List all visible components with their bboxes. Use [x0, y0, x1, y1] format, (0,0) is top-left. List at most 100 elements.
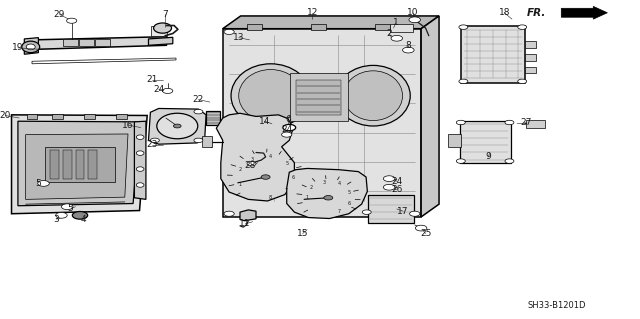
Circle shape	[283, 124, 296, 131]
Circle shape	[261, 175, 270, 179]
Text: 23: 23	[146, 140, 157, 149]
Text: 7: 7	[285, 188, 288, 193]
Text: SH33-B1201D: SH33-B1201D	[527, 301, 586, 310]
Circle shape	[518, 25, 527, 29]
Bar	[390, 24, 413, 32]
Text: 21: 21	[146, 75, 157, 84]
Text: 4: 4	[81, 215, 86, 224]
Text: 3: 3	[323, 180, 326, 185]
Circle shape	[67, 18, 77, 23]
Text: 6: 6	[285, 115, 291, 124]
Circle shape	[61, 204, 73, 210]
Bar	[296, 80, 341, 115]
Bar	[206, 111, 220, 125]
Text: 24: 24	[281, 125, 292, 134]
Bar	[247, 24, 262, 30]
Text: 2: 2	[310, 185, 313, 190]
Text: 6: 6	[348, 201, 350, 206]
Text: FR.: FR.	[527, 8, 547, 18]
Circle shape	[247, 161, 256, 166]
Bar	[368, 195, 414, 223]
Text: 5: 5	[285, 161, 288, 166]
Ellipse shape	[336, 65, 410, 126]
Polygon shape	[26, 134, 128, 199]
Circle shape	[362, 210, 371, 214]
Polygon shape	[148, 108, 206, 144]
Polygon shape	[223, 16, 439, 29]
Text: 28: 28	[244, 161, 255, 170]
Circle shape	[173, 124, 181, 128]
Text: 3: 3	[250, 157, 253, 162]
Circle shape	[150, 138, 159, 143]
Text: 5: 5	[35, 179, 40, 188]
Circle shape	[456, 120, 465, 125]
Polygon shape	[12, 115, 147, 214]
Text: 5: 5	[348, 190, 350, 195]
Text: 6: 6	[292, 174, 294, 180]
Bar	[151, 26, 167, 36]
Text: 12: 12	[307, 8, 318, 17]
Bar	[525, 41, 536, 48]
Bar	[50, 150, 59, 179]
Ellipse shape	[157, 113, 198, 139]
Bar	[290, 73, 348, 121]
Text: 3: 3	[54, 215, 59, 224]
Circle shape	[324, 196, 333, 200]
Bar	[202, 136, 212, 147]
Ellipse shape	[22, 41, 40, 53]
Text: 27: 27	[520, 118, 532, 127]
Bar	[95, 39, 110, 46]
Circle shape	[505, 120, 514, 125]
Circle shape	[459, 79, 468, 84]
Text: 1: 1	[238, 182, 241, 187]
Bar	[525, 67, 536, 73]
Circle shape	[72, 211, 88, 219]
Circle shape	[505, 159, 514, 163]
Bar	[461, 26, 525, 83]
Circle shape	[224, 211, 234, 216]
Text: 15: 15	[297, 229, 308, 238]
Text: 1: 1	[305, 195, 308, 200]
Bar	[45, 147, 115, 182]
Text: 13: 13	[233, 33, 244, 42]
Text: 19: 19	[12, 43, 24, 52]
Polygon shape	[421, 16, 439, 217]
Polygon shape	[18, 121, 140, 206]
Circle shape	[403, 47, 414, 53]
Polygon shape	[24, 38, 38, 54]
Text: 24: 24	[153, 85, 164, 94]
Text: 20: 20	[0, 111, 11, 120]
Text: 14: 14	[259, 117, 270, 126]
Circle shape	[194, 109, 203, 114]
Text: 4: 4	[269, 154, 272, 159]
Circle shape	[224, 29, 234, 34]
Bar	[311, 24, 326, 30]
Ellipse shape	[136, 167, 144, 171]
Text: 4: 4	[338, 182, 340, 187]
Text: 8: 8	[269, 195, 272, 200]
Ellipse shape	[136, 151, 144, 155]
Bar	[63, 150, 72, 179]
Circle shape	[459, 25, 468, 29]
Circle shape	[518, 79, 527, 84]
Text: 16: 16	[122, 121, 134, 130]
Circle shape	[383, 176, 395, 182]
Text: 7: 7	[163, 10, 168, 19]
Bar	[375, 24, 390, 30]
Text: 10: 10	[407, 8, 419, 17]
Polygon shape	[287, 168, 367, 219]
Circle shape	[410, 211, 420, 216]
Bar	[460, 121, 511, 163]
Bar	[525, 54, 536, 61]
Polygon shape	[240, 210, 256, 221]
Bar	[448, 134, 461, 147]
Circle shape	[391, 35, 403, 41]
Bar	[79, 39, 94, 46]
Polygon shape	[216, 113, 294, 201]
Polygon shape	[223, 29, 421, 217]
Circle shape	[383, 184, 395, 190]
Text: 2: 2	[387, 29, 392, 38]
Text: 5: 5	[67, 204, 72, 213]
Text: 22: 22	[193, 95, 204, 104]
Ellipse shape	[136, 183, 144, 187]
